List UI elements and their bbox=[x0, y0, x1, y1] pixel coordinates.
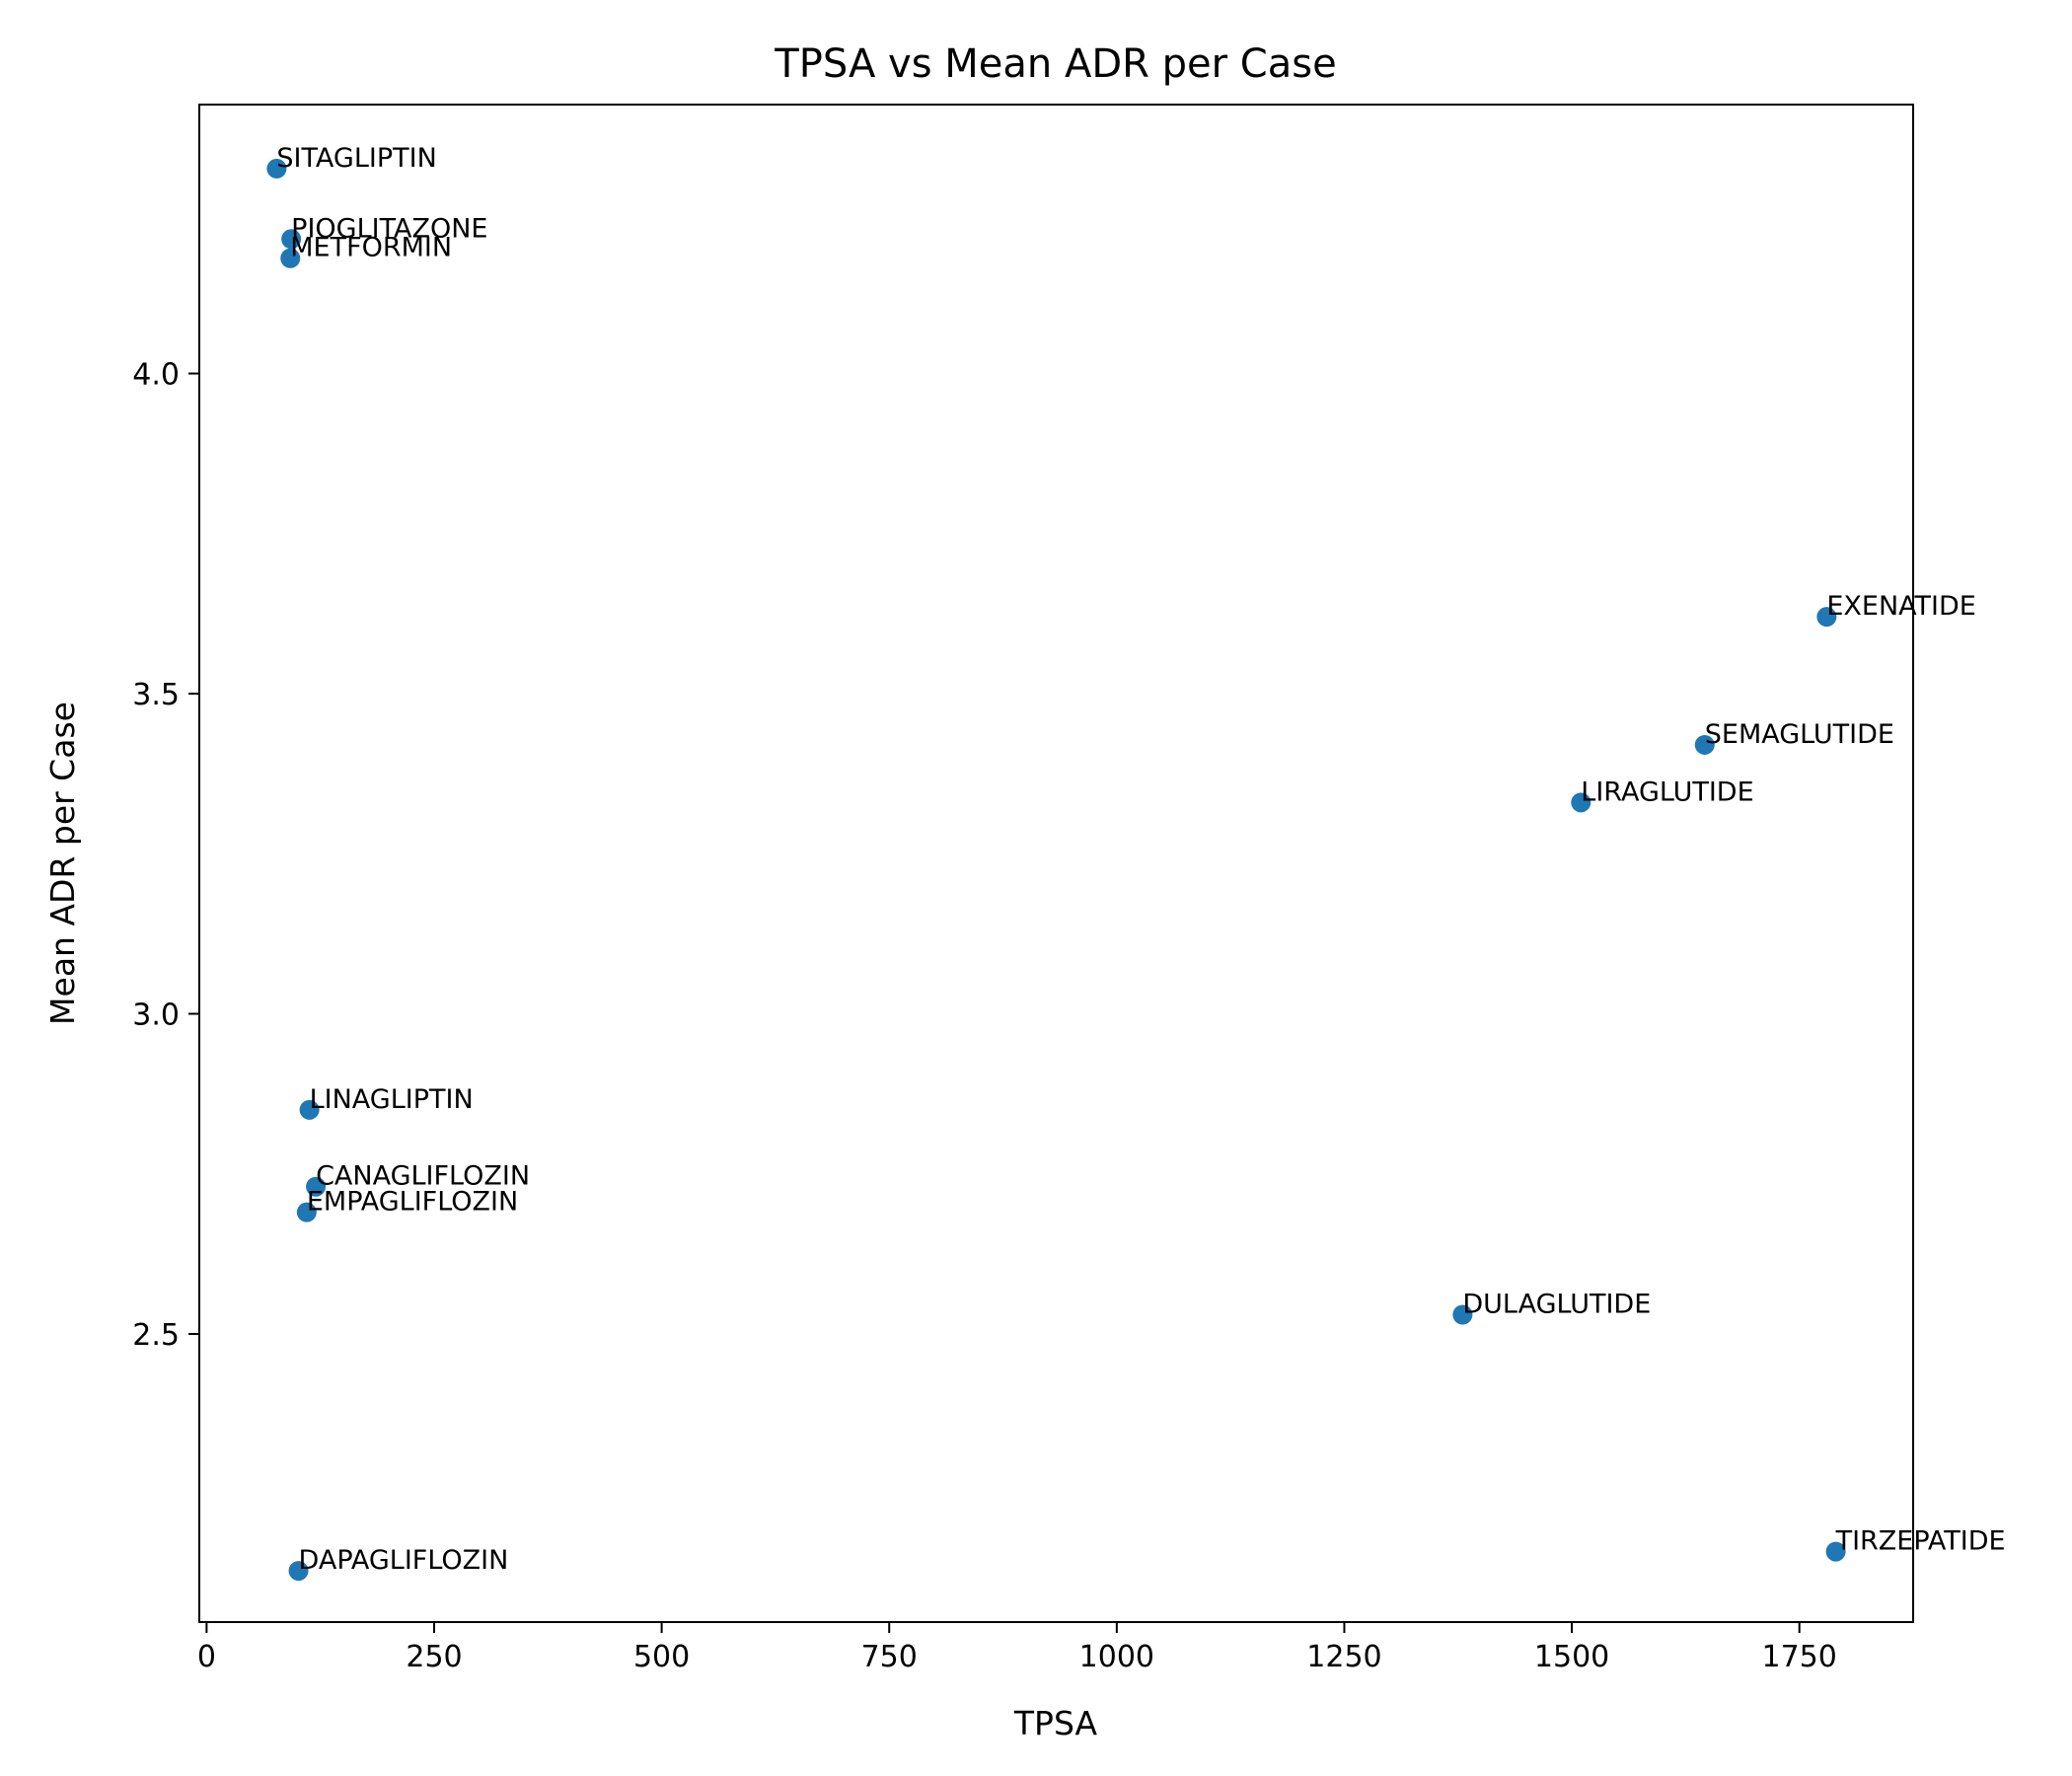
data-point-metformin bbox=[280, 248, 301, 268]
data-point-canagliflozin bbox=[306, 1176, 327, 1197]
data-point-linagliptin bbox=[299, 1099, 320, 1120]
y-axis-title: Mean ADR per Case bbox=[43, 702, 82, 1025]
plot-area-frame bbox=[198, 104, 1914, 1623]
data-point-dulaglutide bbox=[1452, 1304, 1473, 1325]
data-point-dapagliflozin bbox=[288, 1561, 309, 1582]
x-tick-label: 1250 bbox=[1306, 1640, 1381, 1674]
y-tick-label: 3.5 bbox=[132, 678, 180, 712]
x-tick-label: 0 bbox=[197, 1640, 216, 1674]
point-label-liraglutide: LIRAGLUTIDE bbox=[1581, 777, 1753, 807]
axis-ticks: 0 250 500 750 1000 1250 1500 1750 2.5 3.0 3.5 4.0 bbox=[132, 358, 1837, 1674]
y-tick-label: 4.0 bbox=[132, 358, 180, 393]
x-tick-label: 750 bbox=[861, 1640, 918, 1674]
y-tick-label: 3.0 bbox=[132, 999, 180, 1033]
point-label-semaglutide: SEMAGLUTIDE bbox=[1705, 719, 1894, 750]
chart-title: TPSA vs Mean ADR per Case bbox=[774, 41, 1336, 87]
x-tick-label: 1750 bbox=[1762, 1640, 1837, 1674]
point-label-tirzepatide: TIRZEPATIDE bbox=[1835, 1526, 2006, 1557]
x-tick-label: 1500 bbox=[1534, 1640, 1609, 1674]
point-label-sitagliptin: SITAGLIPTIN bbox=[276, 143, 436, 174]
x-tick-label: 1000 bbox=[1079, 1640, 1154, 1674]
data-point-exenatide bbox=[1816, 607, 1837, 628]
x-tick-label: 250 bbox=[406, 1640, 462, 1674]
point-label-metformin: METFORMIN bbox=[290, 233, 452, 263]
data-point-sitagliptin bbox=[266, 158, 287, 179]
point-label-pioglitazone: PIOGLITAZONE bbox=[291, 213, 487, 244]
y-tick-label: 2.5 bbox=[132, 1318, 180, 1353]
data-point-empagliflozin bbox=[296, 1202, 317, 1222]
x-axis-title: TPSA bbox=[1013, 1704, 1098, 1742]
data-point-liraglutide bbox=[1571, 792, 1591, 813]
x-tick-label: 500 bbox=[633, 1640, 690, 1674]
data-points bbox=[266, 158, 1846, 1582]
data-point-tirzepatide bbox=[1825, 1541, 1846, 1562]
point-label-dapagliflozin: DAPAGLIFLOZIN bbox=[299, 1545, 509, 1576]
point-label-empagliflozin: EMPAGLIFLOZIN bbox=[307, 1187, 518, 1218]
point-label-dulaglutide: DULAGLUTIDE bbox=[1462, 1290, 1651, 1320]
data-point-semaglutide bbox=[1694, 734, 1715, 755]
point-label-exenatide: EXENATIDE bbox=[1826, 591, 1976, 622]
point-label-canagliflozin: CANAGLIFLOZIN bbox=[316, 1161, 530, 1192]
data-point-pioglitazone bbox=[281, 229, 302, 250]
point-label-linagliptin: LINAGLIPTIN bbox=[310, 1084, 474, 1115]
